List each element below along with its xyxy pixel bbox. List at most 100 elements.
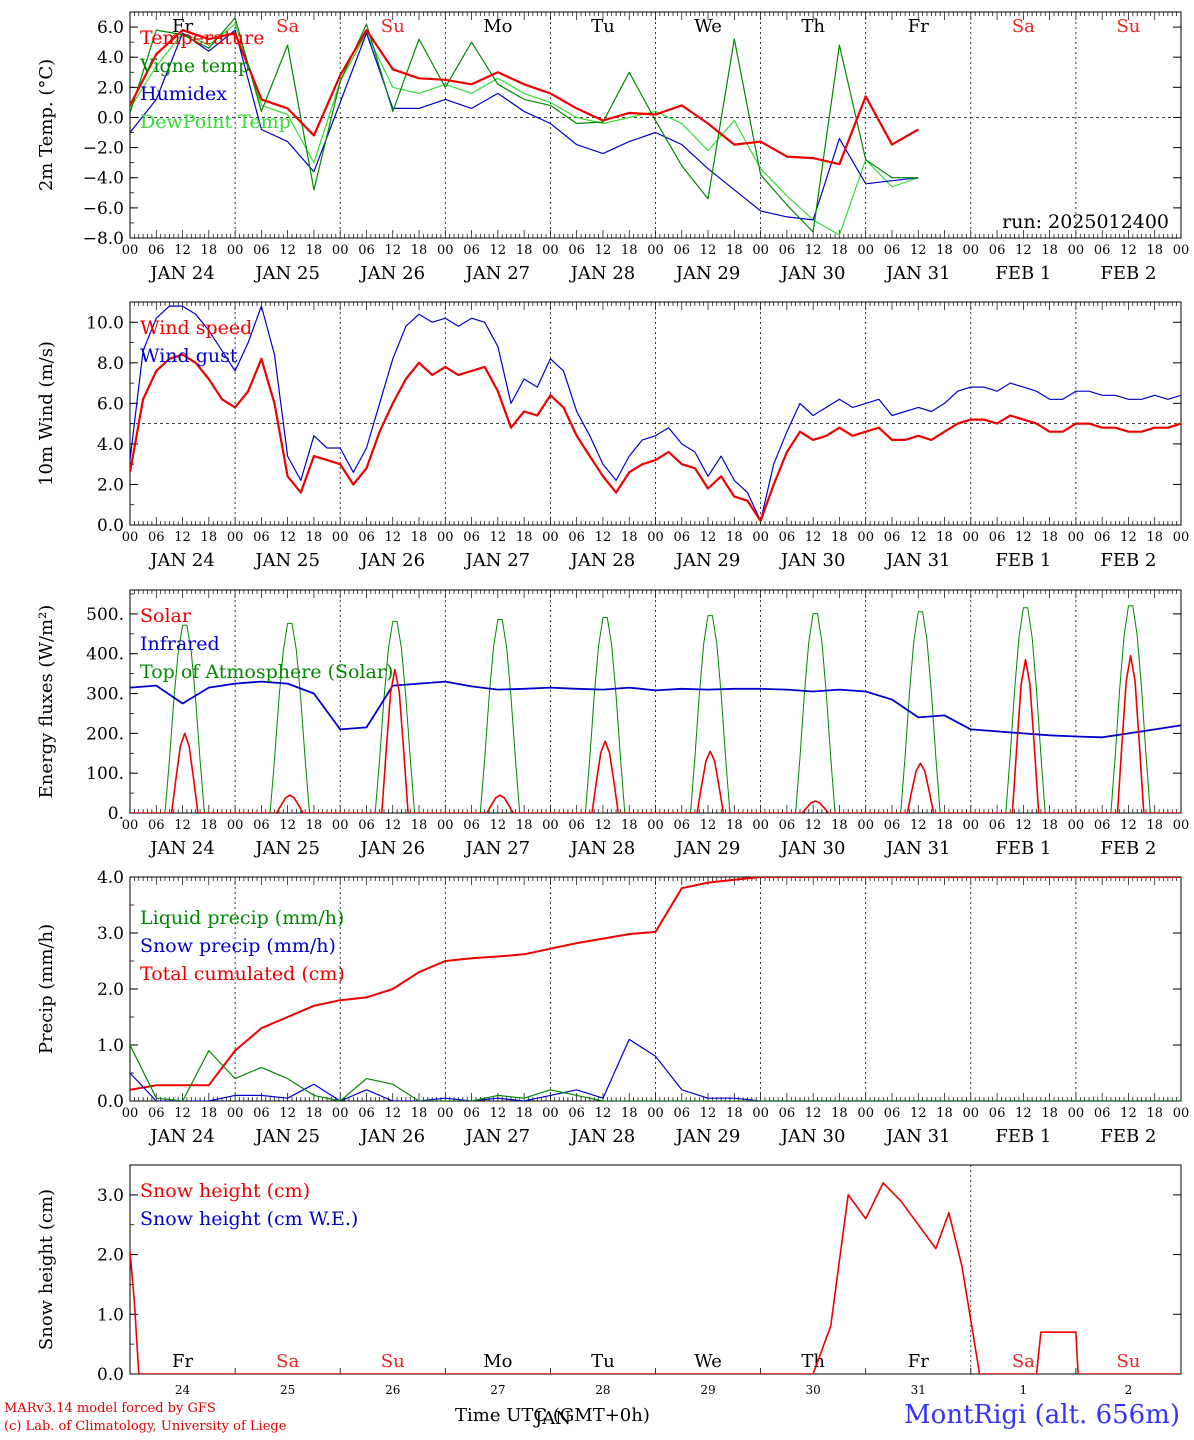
legend-entry: Wind gust: [140, 345, 238, 367]
hour-tick-label: 06: [358, 243, 375, 258]
day-label: JAN 29: [674, 263, 741, 284]
hour-tick-label: 18: [1146, 818, 1163, 833]
hour-tick-label: 18: [621, 818, 638, 833]
legend-entry: Wind speed: [140, 317, 252, 339]
y-tick-label: 0.0: [97, 1092, 124, 1112]
hour-tick-label: 06: [779, 243, 796, 258]
day-label: JAN 31: [884, 1126, 951, 1147]
hour-tick-label: 12: [595, 818, 612, 833]
hour-tick-label: 00: [647, 243, 664, 258]
y-tick-label: 0.0: [97, 1365, 124, 1385]
hour-tick-label: 06: [884, 243, 901, 258]
hour-tick-label: 00: [1068, 818, 1085, 833]
day-label: FEB 1: [995, 550, 1051, 571]
y-tick-label: 4.0: [97, 435, 124, 455]
day-number-label: 31: [911, 1383, 926, 1397]
hour-tick-label: 06: [463, 1106, 480, 1121]
day-number-label: 26: [385, 1383, 400, 1397]
hour-tick-label: 12: [1015, 530, 1032, 545]
series-line-wind-speed: [130, 353, 1181, 523]
hour-tick-label: 06: [463, 243, 480, 258]
hour-tick-label: 12: [1015, 243, 1032, 258]
legend-entry: Snow precip (mm/h): [140, 935, 336, 957]
day-label: JAN 28: [569, 550, 636, 571]
hour-tick-label: 12: [174, 818, 191, 833]
hour-tick-label: 06: [358, 1106, 375, 1121]
series-line-wind-gust: [130, 305, 1181, 522]
hour-tick-label: 06: [148, 818, 165, 833]
weekday-label: Su: [1116, 16, 1140, 37]
hour-tick-label: 18: [936, 1106, 953, 1121]
hour-tick-label: 12: [384, 818, 401, 833]
day-number-label: 25: [280, 1383, 295, 1397]
panel-3: 00 06 12 18 00 06 12 18 00 06 12 18 00 06 12 18 00 06 12 18…: [36, 589, 1190, 859]
hour-tick-label: 12: [1120, 243, 1137, 258]
weekday-label: Sa: [1012, 1351, 1035, 1372]
y-tick-label: 100.: [86, 764, 124, 784]
hour-tick-label: 00: [1173, 1106, 1190, 1121]
series-line-solar: [130, 654, 1181, 813]
y-tick-label: −4.0: [83, 169, 124, 189]
hour-tick-label: 12: [384, 1106, 401, 1121]
weekday-label: Tu: [591, 16, 615, 37]
series-line-humidex: [130, 29, 919, 221]
day-label: FEB 2: [1100, 838, 1156, 859]
hour-tick-label: 18: [831, 1106, 848, 1121]
series-line-vigne-temp: [130, 17, 919, 233]
hour-tick-label: 06: [1094, 818, 1111, 833]
x-title-overlay: JAN: [533, 1408, 571, 1429]
station-label: MontRigi (alt. 656m): [904, 1400, 1180, 1430]
day-label: JAN 29: [674, 1126, 741, 1147]
y-tick-label: 4.0: [97, 868, 124, 888]
hour-tick-label: 12: [805, 530, 822, 545]
y-tick-label: 300.: [86, 685, 124, 705]
series-line-temperature: [130, 29, 919, 166]
legend-entry: Total cumulated (cm): [140, 963, 345, 985]
day-number-label: 24: [175, 1383, 191, 1397]
legend-entry: Snow height (cm): [140, 1180, 310, 1202]
day-number-label: 1: [1020, 1383, 1028, 1397]
panel-5: 24 25 26 27 28 29 30 31 1 2 3.0 2.0 1.0 0.0 Snow heigh…: [36, 1164, 1182, 1397]
hour-tick-label: 00: [122, 818, 139, 833]
hour-tick-label: 12: [490, 1106, 507, 1121]
hour-tick-label: 12: [595, 1106, 612, 1121]
hour-tick-label: 00: [227, 530, 244, 545]
day-label: JAN 31: [884, 550, 951, 571]
series-line-top-of-atmosphere-solar: [130, 605, 1181, 813]
y-tick-label: 10.0: [86, 313, 124, 333]
y-tick-label: 500.: [86, 605, 124, 625]
series-line-snow-precip-mm-h: [130, 1038, 1181, 1101]
hour-tick-label: 00: [647, 530, 664, 545]
weekday-label: Th: [801, 16, 825, 37]
weekday-label: Fr: [908, 1351, 929, 1372]
hour-tick-label: 06: [358, 818, 375, 833]
hour-tick-label: 00: [542, 818, 559, 833]
hour-tick-label: 06: [253, 530, 270, 545]
hour-tick-label: 06: [674, 1106, 691, 1121]
hour-tick-label: 00: [437, 243, 454, 258]
series-group: [130, 17, 919, 236]
day-label: JAN 24: [148, 550, 215, 571]
hour-tick-label: 18: [726, 818, 743, 833]
hour-tick-label: 00: [963, 818, 980, 833]
hour-tick-label: 06: [884, 1106, 901, 1121]
hour-tick-label: 00: [332, 243, 349, 258]
hour-tick-label: 06: [568, 530, 585, 545]
day-label: FEB 2: [1100, 550, 1156, 571]
hour-tick-label: 18: [411, 818, 428, 833]
day-label: JAN 26: [358, 838, 425, 859]
hour-tick-label: 18: [306, 243, 323, 258]
hour-tick-label: 18: [936, 243, 953, 258]
day-label: JAN 31: [884, 838, 951, 859]
hour-tick-label: 00: [1173, 818, 1190, 833]
hour-tick-label: 06: [463, 530, 480, 545]
hour-tick-label: 12: [805, 1106, 822, 1121]
hour-tick-label: 18: [831, 530, 848, 545]
hour-tick-label: 12: [910, 818, 927, 833]
hour-tick-label: 00: [963, 530, 980, 545]
day-label: JAN 26: [358, 550, 425, 571]
day-label: JAN 25: [253, 550, 320, 571]
hour-tick-label: 12: [279, 818, 296, 833]
day-label: FEB 1: [995, 838, 1051, 859]
hour-tick-label: 06: [779, 818, 796, 833]
